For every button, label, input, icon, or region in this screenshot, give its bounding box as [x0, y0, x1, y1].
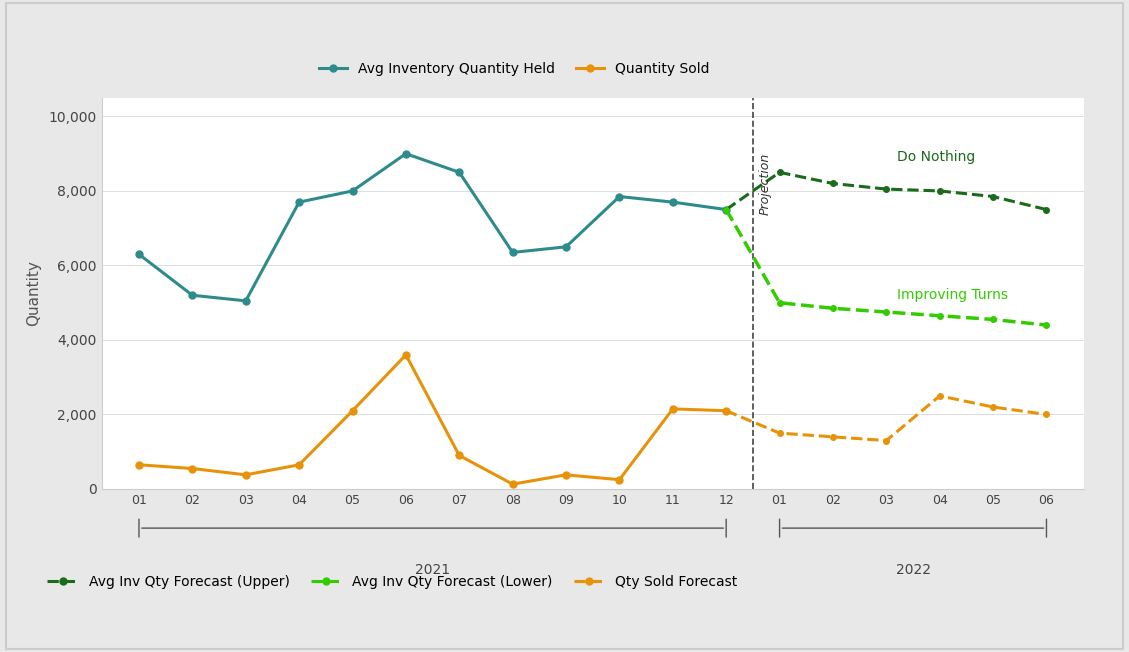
Text: Projection: Projection	[759, 153, 771, 215]
Y-axis label: Quantity: Quantity	[27, 260, 42, 327]
Text: Do Nothing: Do Nothing	[898, 151, 975, 164]
Legend: Avg Inventory Quantity Held, Quantity Sold: Avg Inventory Quantity Held, Quantity So…	[312, 55, 716, 83]
Legend: Avg Inv Qty Forecast (Upper), Avg Inv Qty Forecast (Lower), Qty Sold Forecast: Avg Inv Qty Forecast (Upper), Avg Inv Qt…	[41, 568, 744, 595]
Text: 2022: 2022	[895, 563, 930, 577]
Text: 2021: 2021	[415, 563, 450, 577]
Text: Improving Turns: Improving Turns	[898, 288, 1008, 303]
